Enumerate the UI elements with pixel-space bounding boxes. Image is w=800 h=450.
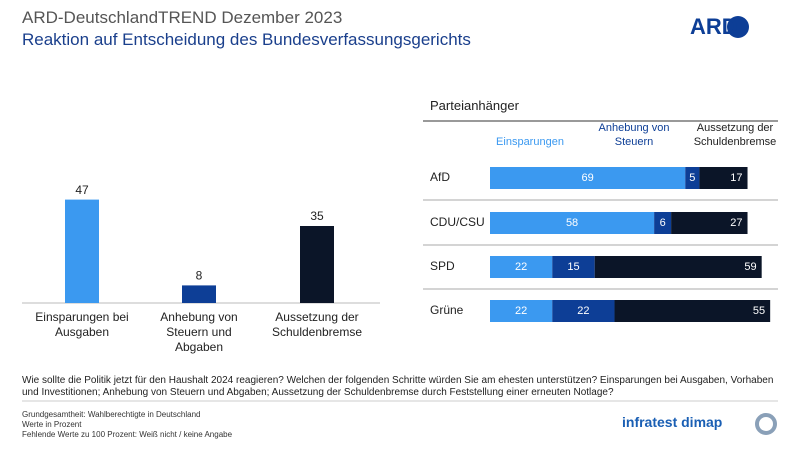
- legend-label: Einsparungen: [496, 136, 564, 148]
- category-label: Anhebung von Steuern und Abgaben: [160, 310, 238, 354]
- legend-label: Anhebung von Steuern: [598, 122, 670, 148]
- category-label: AfD: [430, 170, 450, 184]
- value-label: 27: [730, 217, 742, 229]
- value-label: 55: [753, 305, 765, 317]
- value-label: 58: [566, 217, 578, 229]
- category-label: Grüne: [430, 303, 464, 317]
- value-label: 22: [515, 261, 527, 273]
- category-label: Aussetzung der Schuldenbremse: [271, 310, 363, 339]
- ard-logo: ARD: [690, 14, 738, 39]
- bar-segment: [490, 300, 553, 322]
- bar-segment: [490, 256, 553, 278]
- infratest-logo: infratest dimap: [622, 414, 723, 430]
- value-label: 22: [515, 305, 527, 317]
- value-label: 17: [730, 172, 742, 184]
- value-label: 47: [75, 183, 89, 197]
- question: Wie sollte die Politik jetzt für den Hau…: [22, 375, 774, 398]
- bar-segment: [594, 256, 762, 278]
- value-label: 59: [744, 261, 756, 273]
- bar-segment: [671, 212, 748, 234]
- bar: [300, 226, 334, 303]
- bar-segment: [490, 167, 686, 189]
- ard-icon: [727, 16, 749, 38]
- value-label: 6: [660, 217, 666, 229]
- notes: Grundgesamtheit: Wahlberechtigte in Deut…: [22, 410, 232, 440]
- value-label: 8: [196, 269, 203, 283]
- bar: [182, 285, 216, 303]
- value-label: 69: [582, 172, 594, 184]
- panel-title: Parteianhänger: [430, 98, 519, 113]
- bar-segment: [654, 212, 672, 234]
- bar-segment: [552, 256, 595, 278]
- bar-segment: [614, 300, 771, 322]
- bar: [65, 199, 99, 303]
- value-label: 35: [310, 209, 324, 223]
- note: Grundgesamtheit: Wahlberechtigte in Deut…: [22, 410, 201, 419]
- value-label: 15: [567, 261, 579, 273]
- title: ARD-DeutschlandTREND Dezember 2023: [22, 8, 343, 27]
- category-label: Einsparungen bei Ausgaben: [35, 310, 129, 339]
- note: Fehlende Werte zu 100 Prozent: Weiß nich…: [22, 430, 233, 439]
- bar-segment: [490, 212, 655, 234]
- bar-segment: [685, 167, 700, 189]
- bar-segment: [699, 167, 748, 189]
- infratest-icon: [755, 413, 777, 435]
- value-label: 5: [689, 172, 695, 184]
- category-label: SPD: [430, 259, 455, 273]
- value-label: 22: [577, 305, 589, 317]
- note: Werte in Prozent: [22, 420, 82, 429]
- bar-segment: [552, 300, 615, 322]
- category-label: CDU/CSU: [430, 215, 485, 229]
- legend-label: Aussetzung der Schuldenbremse: [693, 122, 777, 148]
- subtitle: Reaktion auf Entscheidung des Bundesverf…: [22, 30, 471, 49]
